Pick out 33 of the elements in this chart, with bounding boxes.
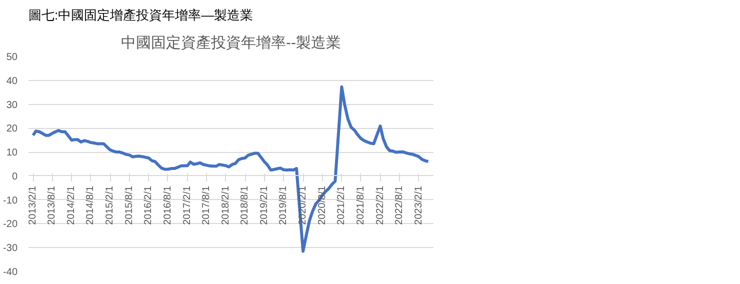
y-tick-label: 40 [6, 76, 18, 87]
x-tick-label: 2023/2/1 [413, 186, 424, 225]
x-tick-label: 2021/8/1 [355, 186, 366, 225]
chart-title: 中國固定資產投資年增率--製造業 [121, 34, 342, 52]
y-tick-label: 50 [6, 52, 18, 63]
x-tick-label: 2017/8/1 [200, 186, 212, 225]
y-tick-label: 20 [6, 124, 18, 135]
x-tick-label: 2021/2/1 [336, 186, 348, 225]
x-tick-label: 2022/2/1 [374, 186, 386, 225]
x-tick-label: 2013/2/1 [28, 186, 39, 225]
x-tick-label: 2017/2/1 [182, 186, 193, 225]
x-tick-label: 2019/8/1 [278, 186, 290, 225]
y-tick-label: 0 [12, 171, 18, 182]
x-tick-label: 2014/8/1 [85, 186, 96, 225]
y-tick-label: -30 [3, 243, 18, 254]
x-tick-label: 2016/8/1 [162, 186, 174, 225]
x-tick-label: 2014/2/1 [66, 186, 78, 225]
y-tick-label: -40 [3, 267, 18, 278]
y-tick-label: -10 [3, 195, 18, 206]
x-tick-label: 2013/8/1 [46, 186, 58, 225]
x-tick-label: 2018/2/1 [220, 186, 232, 225]
x-tick-label: 2015/8/1 [124, 186, 135, 225]
x-tick-label: 2019/2/1 [258, 186, 270, 225]
y-tick-label: 30 [6, 100, 18, 111]
y-tick-label: -20 [3, 219, 18, 230]
x-tick-label: 2018/8/1 [240, 186, 251, 225]
y-tick-label: 10 [6, 148, 18, 159]
x-tick-label: 2015/2/1 [104, 186, 116, 225]
x-tick-label: 2020/8/1 [316, 186, 328, 225]
x-tick-label: 2016/2/1 [143, 186, 154, 225]
x-tick-label: 2022/8/1 [394, 186, 405, 225]
x-tick-label: 2020/2/1 [298, 186, 309, 225]
text: 圖七:中國固定增產投資年增率—製造業 [28, 8, 254, 22]
